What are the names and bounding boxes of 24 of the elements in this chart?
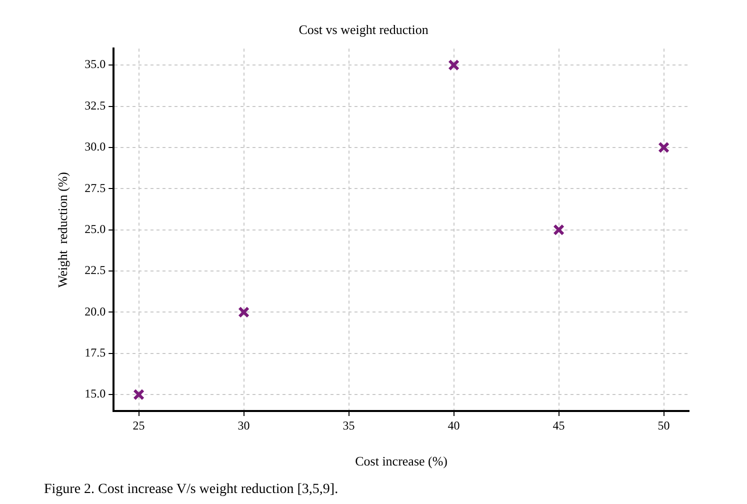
y-tick-label: 27.5	[84, 180, 106, 195]
y-tick-label: 22.5	[84, 263, 106, 278]
x-tick-label: 50	[658, 418, 670, 432]
x-tick-label: 35	[342, 418, 355, 432]
x-axis-title: Cost increase (%)	[355, 454, 448, 469]
y-tick-label: 25.0	[84, 222, 106, 236]
point	[658, 142, 670, 154]
y-tick-label: 20.0	[84, 304, 106, 318]
caption: Figure 2. Cost increase V/s weight reduction [3,5,9].	[44, 482, 340, 498]
y-tick-label: 15.0	[84, 386, 106, 401]
y-tick-label: 30.0	[84, 140, 106, 154]
y-tick-label: 35.0	[84, 57, 106, 72]
x-tick-label: 30	[238, 418, 250, 432]
x-tick-label: 45	[552, 418, 565, 432]
point	[553, 224, 565, 236]
y-axis-title: Weight reduction (%)	[55, 172, 70, 288]
point	[133, 388, 145, 400]
chart-title: Cost vs weight reduction	[298, 22, 429, 38]
y-tick-label: 17.5	[84, 346, 106, 360]
y-tick-label: 32.5	[84, 98, 106, 112]
x-tick-label: 25	[132, 418, 145, 432]
x-tick-label: 40	[448, 418, 460, 432]
point	[448, 59, 460, 71]
point	[238, 306, 250, 318]
